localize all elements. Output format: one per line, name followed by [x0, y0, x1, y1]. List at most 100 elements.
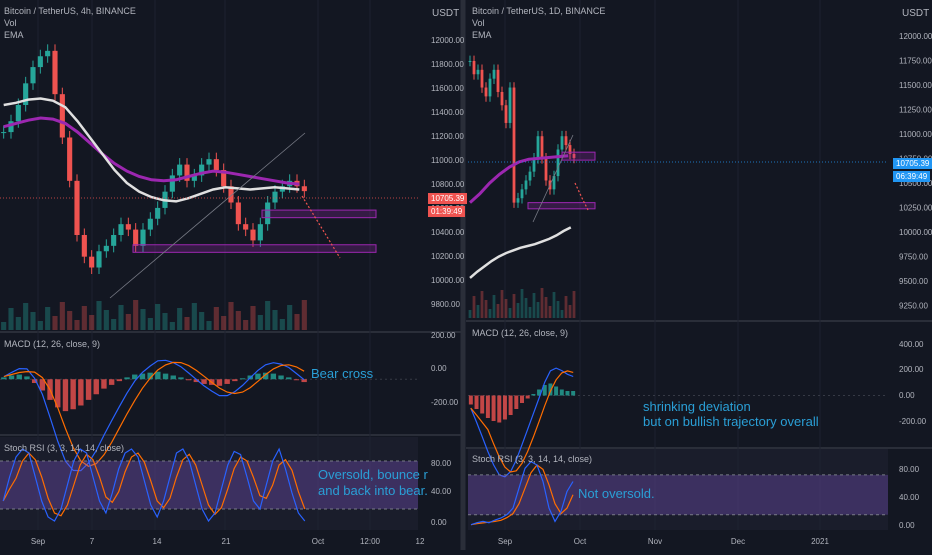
left-macd-hist-3	[24, 376, 30, 380]
left-price-volume-39	[287, 305, 293, 330]
left-price-volume-5	[37, 321, 43, 330]
left-macd-hist-25	[193, 379, 200, 383]
left-macd-hist-16	[124, 377, 130, 380]
left-price-candle-18	[133, 229, 139, 246]
left-price-volume-28	[206, 321, 212, 330]
left-price-volume-32	[235, 311, 241, 330]
left-stoch-band	[0, 461, 418, 509]
left-x-tick-1: 7	[90, 537, 95, 546]
right-x-tick-1: Oct	[574, 537, 587, 546]
left-price-volume-2	[15, 317, 21, 330]
left-price-tick-2: 11600.00	[431, 84, 464, 93]
left-price-candle-17	[125, 224, 131, 230]
right-legend-vol[interactable]: Vol	[472, 18, 485, 28]
left-price-volume-1	[8, 308, 14, 330]
left-price-volume-29	[213, 307, 219, 330]
right-macd-hist-1	[474, 395, 479, 409]
right-price-candle-26	[572, 153, 576, 158]
right-legend-ema[interactable]: EMA	[472, 30, 492, 40]
right-macd-hist-16	[559, 389, 564, 396]
left-price-zone-1	[132, 244, 377, 253]
left-price-tick-1: 11800.00	[431, 60, 464, 69]
right-stoch-tick-2: 0.00	[899, 521, 915, 530]
left-price-candle-13	[96, 251, 102, 268]
right-price-candle-9	[504, 105, 508, 123]
right-price-volume-17	[536, 302, 540, 318]
right-price-tick-3: 11250.00	[899, 106, 932, 115]
left-macd-hist-24	[185, 379, 192, 381]
right-price-volume-25	[568, 305, 572, 318]
left-macd-signal-line	[3, 361, 305, 467]
right-note-macd-line1: shrinking deviation	[643, 399, 751, 414]
left-price-candle-37	[272, 191, 278, 203]
left-macd-tick-1: 0.00	[431, 364, 447, 373]
left-stoch-label: Stoch RSI (3, 3, 14, 14, close)	[4, 443, 125, 453]
left-price-volume-19	[140, 309, 146, 330]
left-stoch-tick-0: 80.00	[431, 459, 452, 468]
left-price-candle-41	[301, 186, 307, 192]
right-macd-hist-2	[480, 395, 485, 414]
left-price-tick-10: 10000.00	[431, 276, 465, 285]
left-price-volume-6	[45, 307, 51, 330]
left-currency-badge[interactable]: USDT	[432, 8, 460, 19]
left-price-candle-32	[235, 202, 241, 225]
right-price-candle-11	[512, 87, 516, 203]
left-macd-hist-19	[147, 372, 153, 380]
left-price-volume-34	[250, 306, 256, 330]
right-macd-tick-2: 0.00	[899, 391, 915, 400]
left-price-volume-31	[228, 302, 234, 330]
right-price-tick-11: 9250.00	[899, 302, 928, 311]
left-price-volume-9	[67, 311, 73, 330]
left-macd-hist-37	[286, 377, 292, 380]
right-price-candle-23	[560, 136, 564, 150]
left-price-candle-14	[103, 245, 109, 252]
left-price-candle-2	[15, 105, 21, 122]
right-note-stoch: Not oversold.	[578, 486, 655, 501]
left-last-price-tag: 10705.39	[428, 193, 468, 204]
left-macd-hist-10	[78, 379, 84, 406]
left-price-tick-0: 12000.00	[431, 36, 465, 45]
left-x-tick-3: 21	[222, 537, 231, 546]
right-price-volume-23	[560, 310, 564, 318]
right-price-candle-6	[492, 69, 496, 79]
right-macd-hist-7	[508, 395, 513, 415]
right-macd-hist-14	[548, 383, 553, 396]
left-price-candle-36	[265, 202, 271, 225]
right-macd-signal-line	[470, 370, 574, 473]
left-price-candle-35	[257, 224, 263, 241]
right-price-candle-17	[536, 136, 540, 159]
left-price-candle-15	[111, 235, 117, 246]
right-price-candle-14	[524, 180, 528, 190]
right-macd-hist-8	[514, 395, 519, 409]
left-price-tick-8: 10400.00	[431, 228, 465, 237]
left-macd-hist-29	[224, 379, 230, 384]
right-price-volume-19	[544, 297, 548, 318]
left-legend-vol[interactable]: Vol	[4, 18, 17, 28]
right-currency-badge[interactable]: USDT	[902, 8, 930, 19]
left-price-candle-6	[45, 50, 51, 57]
left-x-tick-0: Sep	[31, 537, 46, 546]
left-legend-ema[interactable]: EMA	[4, 30, 24, 40]
right-price-volume-10	[508, 308, 512, 318]
left-price-volume-20	[147, 318, 153, 330]
right-price-volume-0	[468, 310, 472, 318]
right-price-candle-7	[496, 69, 500, 92]
left-price-candle-3	[23, 83, 29, 105]
left-price-volume-35	[257, 315, 263, 330]
right-macd-tick-3: -200.00	[899, 417, 927, 426]
left-chart-title: Bitcoin / TetherUS, 4h, BINANCE	[4, 6, 136, 16]
right-macd-hist-10	[525, 395, 530, 399]
left-price-volume-18	[133, 300, 139, 330]
left-price-volume-10	[74, 320, 80, 330]
right-x-tick-0: Sep	[498, 537, 513, 546]
left-price-volume-16	[118, 305, 124, 330]
right-x-tick-3: Dec	[731, 537, 745, 546]
right-price-tick-6: 10500.00	[899, 179, 932, 188]
right-macd-hist-13	[542, 385, 547, 396]
left-price-volume-36	[265, 301, 271, 330]
right-chart-title: Bitcoin / TetherUS, 1D, BINANCE	[472, 6, 606, 16]
right-macd-hist-12	[537, 389, 542, 396]
left-price-tick-3: 11400.00	[431, 108, 464, 117]
left-price-volume-37	[272, 310, 278, 330]
